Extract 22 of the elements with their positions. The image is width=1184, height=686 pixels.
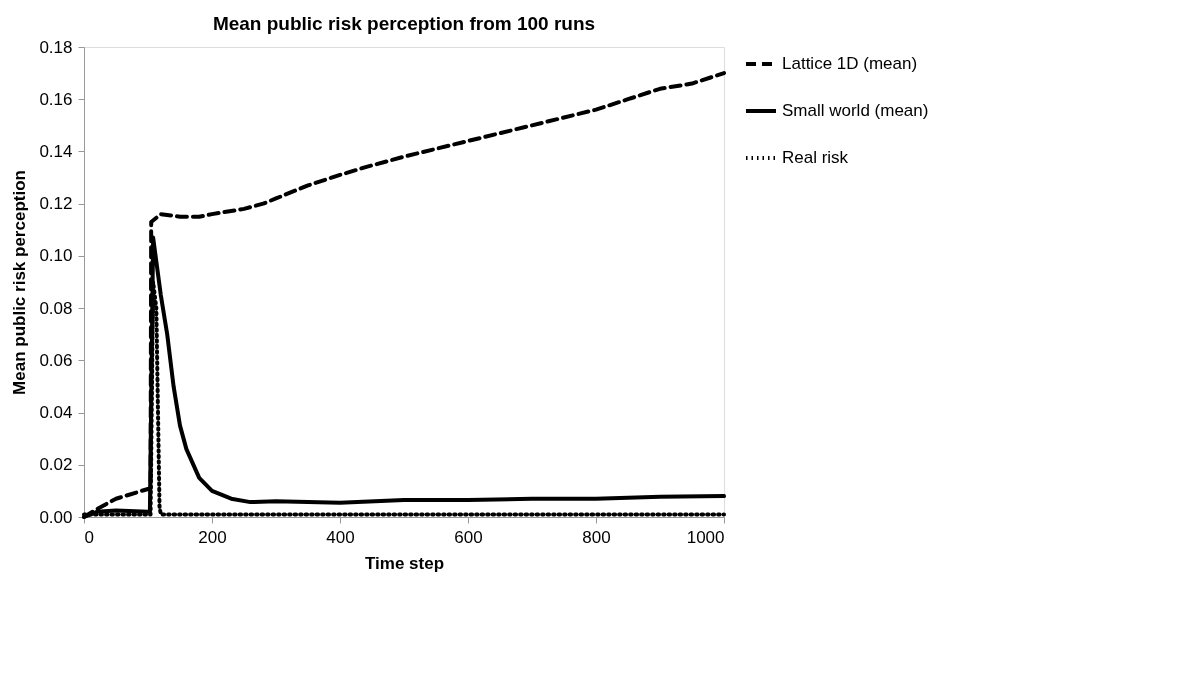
y-tick-label: 0.12 (39, 194, 73, 214)
x-tick-label: 800 (582, 527, 611, 547)
x-tick-label: 400 (326, 527, 355, 547)
y-tick-label: 0.08 (39, 298, 73, 318)
y-tick-label: 0.10 (39, 246, 73, 266)
legend-label: Small world (mean) (782, 101, 929, 120)
x-tick-label: 1000 (686, 527, 725, 547)
y-tick-label: 0.18 (39, 37, 73, 57)
y-tick-label: 0.06 (39, 350, 73, 370)
y-tick-label: 0.00 (39, 507, 73, 527)
y-tick-label: 0.16 (39, 89, 73, 109)
x-tick-label: 0 (84, 527, 94, 547)
x-axis-title: Time step (364, 553, 445, 573)
y-axis-title: Mean public risk perception (10, 170, 30, 395)
y-tick-label: 0.04 (39, 403, 73, 423)
x-tick-label: 600 (454, 527, 483, 547)
y-tick-label: 0.02 (39, 455, 73, 475)
legend-label: Lattice 1D (mean) (782, 54, 918, 73)
x-tick-label: 200 (198, 527, 227, 547)
y-tick-label: 0.14 (39, 141, 73, 161)
legend-label: Real risk (782, 148, 849, 167)
chart-title: Mean public risk perception from 100 runs (212, 13, 596, 34)
